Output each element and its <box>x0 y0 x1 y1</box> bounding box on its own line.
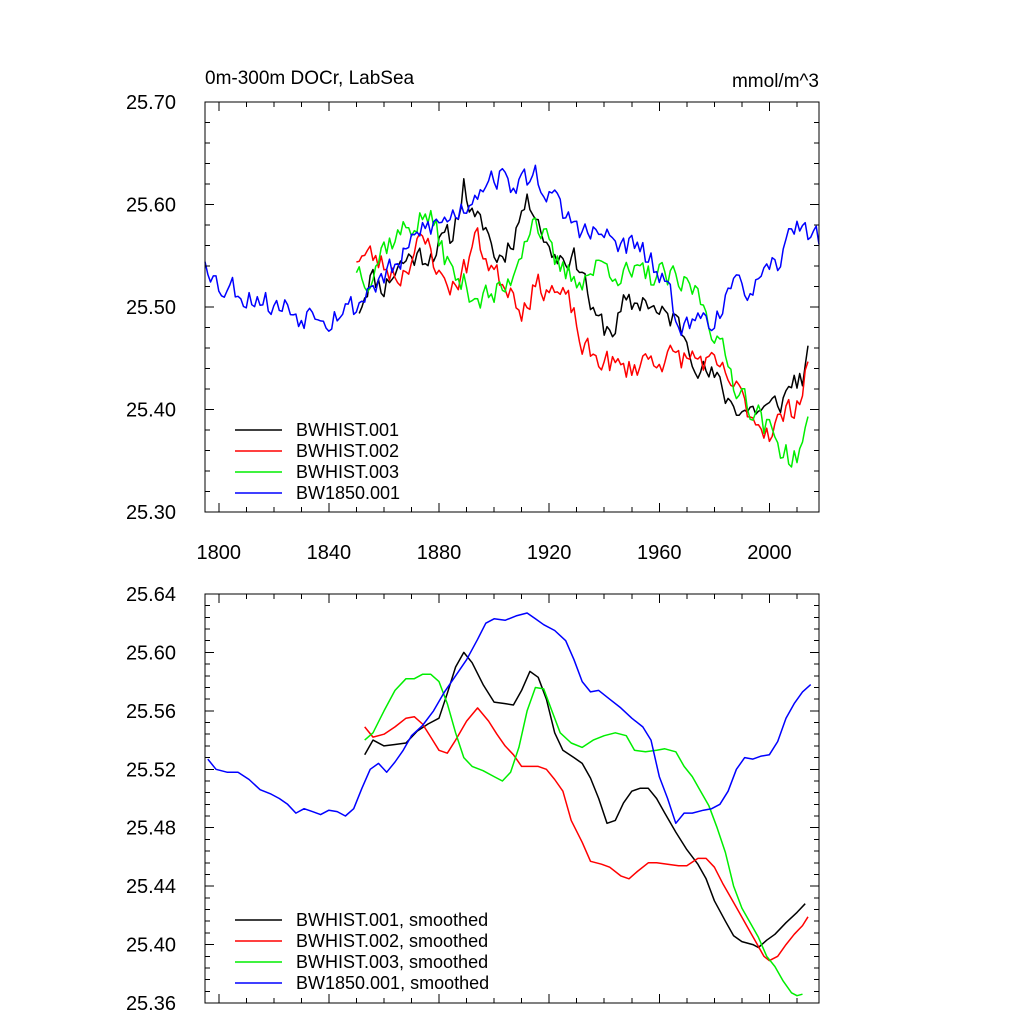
series-line-1 <box>356 227 809 443</box>
series-line-0 <box>364 651 806 949</box>
series-line-0 <box>358 178 809 416</box>
y-tick-label: 25.36 <box>126 993 176 1015</box>
legend-label: BWHIST.001 <box>296 420 399 440</box>
legend-label: BWHIST.002 <box>296 441 399 461</box>
x-tick-label: 1880 <box>417 542 462 564</box>
series-line-1 <box>364 707 809 962</box>
axes: 25.30 25.40 25.50 25.60 25.70 1800 1840 1880 192… <box>126 92 820 564</box>
series-line-3 <box>207 612 812 825</box>
legend-bottom: BWHIST.001, smoothed BWHIST.002, smoothe… <box>235 910 489 993</box>
axes: 25.36 25.40 25.44 25.48 25.52 25.56 25.60 25.64 <box>126 584 820 1015</box>
y-tick-label: 25.60 <box>126 195 176 217</box>
chart-title: 0m-300m DOCr, LabSea <box>205 68 415 89</box>
legend-label: BWHIST.003, smoothed <box>296 952 488 972</box>
y-tick-label: 25.64 <box>126 584 176 606</box>
y-tick-label: 25.44 <box>126 876 176 898</box>
series-group <box>204 164 820 468</box>
y-tick-label: 25.50 <box>126 297 176 319</box>
y-tick-label: 25.40 <box>126 935 176 957</box>
y-tick-label: 25.52 <box>126 759 176 781</box>
x-tick-label: 2000 <box>747 542 792 564</box>
series-line-2 <box>355 209 809 468</box>
legend-label: BW1850.001, smoothed <box>296 973 489 993</box>
series-group <box>207 612 812 997</box>
y-tick-label: 25.70 <box>126 92 176 114</box>
legend-label: BWHIST.003 <box>296 462 399 482</box>
y-tick-label: 25.56 <box>126 701 176 723</box>
x-tick-label: 1800 <box>197 542 242 564</box>
panel-bottom-smoothed: 25.36 25.40 25.44 25.48 25.52 25.56 25.60 25.64… <box>126 584 820 1015</box>
legend-label: BW1850.001 <box>296 483 400 503</box>
legend-label: BWHIST.002, smoothed <box>296 931 488 951</box>
series-line-2 <box>364 673 803 997</box>
y-tick-label: 25.60 <box>126 642 176 664</box>
legend-label: BWHIST.001, smoothed <box>296 910 488 930</box>
x-tick-label: 1920 <box>527 542 572 564</box>
series-line-3 <box>204 164 820 337</box>
x-tick-label: 1840 <box>307 542 352 564</box>
x-tick-label: 1960 <box>637 542 682 564</box>
y-tick-label: 25.30 <box>126 502 176 524</box>
legend-top: BWHIST.001 BWHIST.002 BWHIST.003 BW1850.… <box>235 420 400 503</box>
plot-frame <box>204 593 820 1004</box>
y-tick-label: 25.40 <box>126 400 176 422</box>
panel-top-raw: 0m-300m DOCr, LabSea mmol/m^3 25.30 25.40… <box>126 68 820 564</box>
units-label: mmol/m^3 <box>732 71 819 92</box>
y-tick-label: 25.48 <box>126 818 176 840</box>
